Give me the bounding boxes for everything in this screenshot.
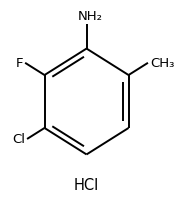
Text: Cl: Cl: [12, 133, 25, 146]
Text: F: F: [16, 57, 23, 70]
Text: HCl: HCl: [74, 178, 99, 193]
Text: NH₂: NH₂: [78, 10, 103, 23]
Text: CH₃: CH₃: [151, 57, 175, 70]
